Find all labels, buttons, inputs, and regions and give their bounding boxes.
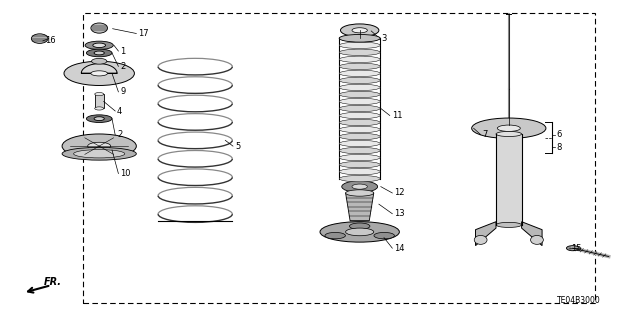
Ellipse shape (86, 49, 112, 57)
Ellipse shape (346, 190, 374, 196)
Ellipse shape (92, 58, 107, 64)
Ellipse shape (339, 168, 380, 175)
Ellipse shape (339, 42, 380, 48)
Ellipse shape (497, 125, 520, 131)
Ellipse shape (339, 35, 380, 41)
Ellipse shape (31, 34, 48, 43)
Ellipse shape (94, 51, 104, 55)
Text: 9: 9 (120, 87, 125, 96)
Ellipse shape (62, 134, 136, 158)
Ellipse shape (346, 228, 374, 236)
Ellipse shape (62, 147, 136, 160)
Text: 4: 4 (117, 107, 122, 115)
Polygon shape (522, 222, 542, 246)
Ellipse shape (496, 131, 522, 137)
Text: 1: 1 (120, 47, 125, 56)
Bar (83, 13, 595, 303)
Ellipse shape (339, 161, 380, 168)
Ellipse shape (339, 133, 380, 140)
Ellipse shape (339, 34, 380, 42)
Ellipse shape (352, 28, 367, 33)
Ellipse shape (339, 77, 380, 84)
Ellipse shape (339, 119, 380, 126)
Ellipse shape (339, 84, 380, 91)
Text: 6: 6 (557, 130, 562, 139)
Text: TE04B3000: TE04B3000 (557, 296, 601, 305)
Ellipse shape (349, 223, 370, 229)
Ellipse shape (85, 41, 113, 49)
Ellipse shape (339, 98, 380, 105)
Ellipse shape (339, 91, 380, 98)
Ellipse shape (339, 175, 380, 182)
Ellipse shape (339, 56, 380, 63)
Bar (95, 94, 104, 108)
Ellipse shape (352, 184, 367, 189)
Text: FR.: FR. (44, 277, 61, 287)
Ellipse shape (496, 222, 522, 227)
Text: 7: 7 (483, 130, 488, 139)
Polygon shape (81, 64, 117, 73)
Ellipse shape (339, 49, 380, 56)
Ellipse shape (374, 233, 394, 239)
Ellipse shape (474, 235, 487, 244)
Ellipse shape (320, 222, 399, 242)
Ellipse shape (91, 23, 108, 33)
Ellipse shape (531, 235, 543, 244)
Ellipse shape (95, 107, 104, 110)
Ellipse shape (339, 105, 380, 112)
Text: 15: 15 (572, 244, 582, 253)
Text: 14: 14 (394, 244, 404, 253)
Ellipse shape (339, 112, 380, 119)
Polygon shape (346, 193, 374, 221)
Ellipse shape (64, 61, 134, 85)
Text: 11: 11 (392, 111, 402, 120)
Ellipse shape (339, 154, 380, 161)
Ellipse shape (566, 246, 579, 251)
Ellipse shape (339, 140, 380, 147)
Text: 17: 17 (138, 29, 149, 38)
Text: 12: 12 (394, 189, 404, 197)
Ellipse shape (472, 118, 546, 138)
Ellipse shape (339, 126, 380, 133)
Ellipse shape (94, 117, 104, 121)
Ellipse shape (74, 150, 125, 158)
Bar (496, 134, 522, 225)
Ellipse shape (86, 115, 112, 122)
Ellipse shape (95, 93, 104, 96)
Ellipse shape (339, 63, 380, 70)
Ellipse shape (340, 24, 379, 37)
Ellipse shape (339, 147, 380, 154)
Text: 2: 2 (120, 62, 125, 71)
Text: 10: 10 (120, 169, 131, 178)
Ellipse shape (93, 43, 106, 48)
Text: 5: 5 (235, 142, 240, 151)
Text: 2: 2 (117, 130, 122, 139)
Ellipse shape (91, 71, 108, 76)
Text: 16: 16 (45, 36, 56, 45)
Ellipse shape (325, 233, 346, 239)
Text: 13: 13 (394, 209, 405, 218)
Polygon shape (476, 222, 496, 246)
Text: 8: 8 (557, 143, 562, 152)
Text: 3: 3 (381, 34, 387, 43)
Ellipse shape (88, 142, 111, 150)
Ellipse shape (339, 70, 380, 77)
Ellipse shape (342, 181, 378, 192)
